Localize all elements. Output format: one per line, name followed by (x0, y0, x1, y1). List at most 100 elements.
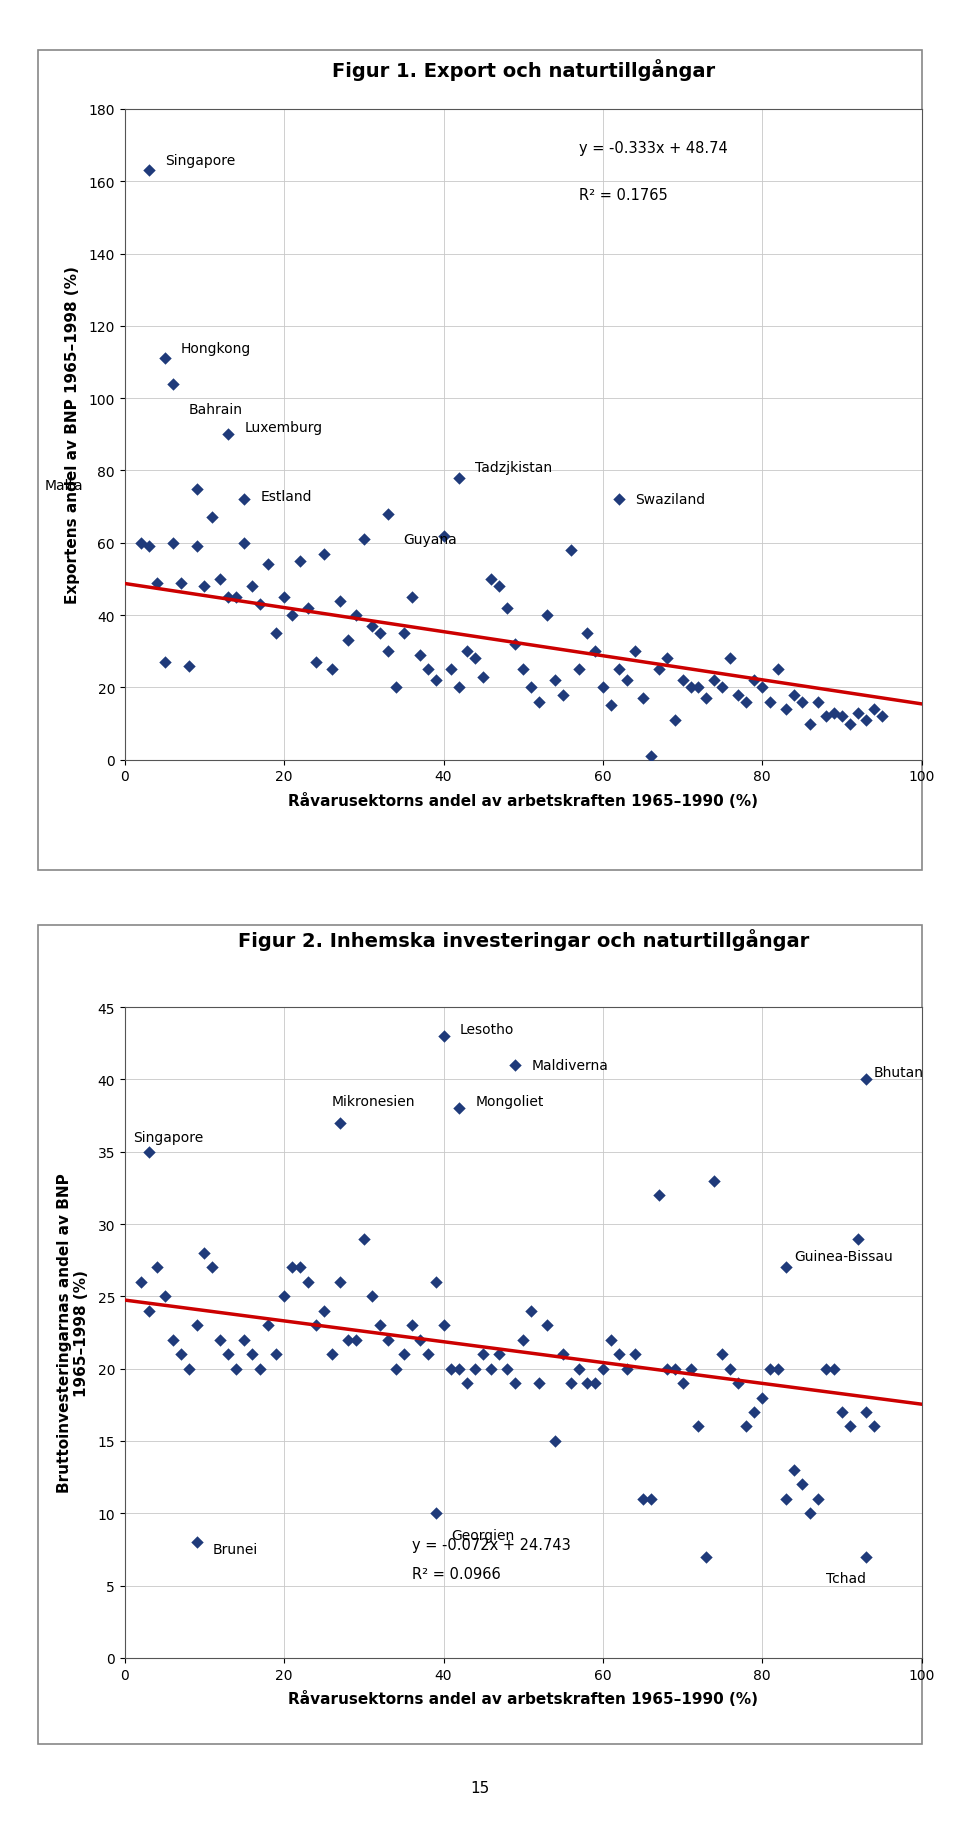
Point (683, 1354, 698, 1383)
Point (252, 1354, 268, 1383)
Point (699, 1543, 714, 1572)
Point (452, 1354, 468, 1383)
Point (532, 687, 547, 716)
Point (476, 663, 492, 692)
Point (747, 667, 762, 696)
Point (794, 687, 809, 716)
Point (332, 1108, 348, 1138)
Point (165, 370, 180, 399)
Point (324, 1339, 340, 1369)
Point (771, 1354, 786, 1383)
Point (356, 526, 372, 555)
Point (452, 674, 468, 703)
Point (284, 601, 300, 630)
Text: Lesotho: Lesotho (460, 1022, 514, 1037)
Point (404, 583, 420, 612)
Point (707, 1167, 722, 1196)
Text: R² = 0.1765: R² = 0.1765 (579, 189, 668, 203)
Point (762, 687, 778, 716)
Point (364, 612, 379, 641)
Point (786, 682, 802, 711)
Point (858, 705, 874, 735)
Point (332, 586, 348, 616)
Text: Mongoliet: Mongoliet (475, 1094, 543, 1108)
Text: Swaziland: Swaziland (635, 493, 705, 507)
Text: y = -0.072x + 24.743: y = -0.072x + 24.743 (412, 1537, 570, 1552)
Point (579, 1369, 594, 1398)
Point (699, 683, 714, 713)
Point (173, 1339, 188, 1369)
Point (603, 1325, 618, 1354)
Point (619, 1354, 635, 1383)
Point (460, 638, 475, 667)
Point (555, 1339, 570, 1369)
Point (643, 1484, 659, 1513)
Point (428, 1499, 444, 1528)
Point (269, 1339, 284, 1369)
Point (308, 649, 324, 678)
Point (221, 1339, 236, 1369)
Point (810, 687, 826, 716)
Point (340, 627, 355, 656)
Text: Luxemburg: Luxemburg (244, 421, 323, 434)
Point (332, 1268, 348, 1297)
Text: Maldiverna: Maldiverna (531, 1059, 608, 1072)
Point (492, 1339, 507, 1369)
Point (723, 645, 738, 674)
Point (691, 674, 707, 703)
Point (157, 344, 173, 374)
Point (508, 1052, 523, 1081)
Point (810, 1484, 826, 1513)
Text: Hongkong: Hongkong (180, 341, 251, 355)
Point (523, 674, 539, 703)
Point (468, 645, 483, 674)
Point (197, 1238, 212, 1268)
Point (149, 568, 164, 597)
Point (842, 709, 857, 738)
Point (173, 568, 188, 597)
Point (204, 1253, 220, 1282)
Point (484, 564, 499, 594)
Point (388, 1354, 403, 1383)
Y-axis label: Bruttoinvesteringarnas andel av BNP
1965–1998 (%): Bruttoinvesteringarnas andel av BNP 1965… (57, 1172, 89, 1493)
Text: Tchad: Tchad (826, 1572, 866, 1585)
Point (245, 572, 260, 601)
Point (564, 1369, 579, 1398)
Point (380, 500, 396, 529)
Point (165, 529, 180, 559)
Point (564, 537, 579, 566)
Point (755, 1383, 770, 1412)
Point (444, 1354, 459, 1383)
Point (827, 1354, 842, 1383)
Point (866, 1412, 881, 1442)
Point (714, 674, 731, 703)
Point (380, 1325, 396, 1354)
Point (683, 674, 698, 703)
Text: Georgien: Georgien (451, 1528, 515, 1543)
Point (636, 683, 651, 713)
Point (579, 619, 594, 649)
Point (492, 572, 507, 601)
Point (141, 158, 156, 187)
Point (547, 1427, 563, 1456)
Point (476, 1339, 492, 1369)
Point (595, 1354, 611, 1383)
Point (189, 1312, 204, 1341)
Point (651, 1182, 666, 1211)
Point (189, 533, 204, 562)
Point (714, 1339, 731, 1369)
Point (372, 619, 388, 649)
Text: Tadzjkistan: Tadzjkistan (475, 460, 553, 474)
Text: 15: 15 (470, 1779, 490, 1795)
Point (404, 1312, 420, 1341)
Point (786, 1455, 802, 1484)
Point (276, 583, 292, 612)
Point (388, 674, 403, 703)
Point (157, 649, 173, 678)
Point (276, 1282, 292, 1312)
Text: Singapore: Singapore (165, 154, 235, 167)
Point (540, 601, 555, 630)
Point (340, 1325, 355, 1354)
Point (738, 687, 754, 716)
Point (675, 667, 690, 696)
